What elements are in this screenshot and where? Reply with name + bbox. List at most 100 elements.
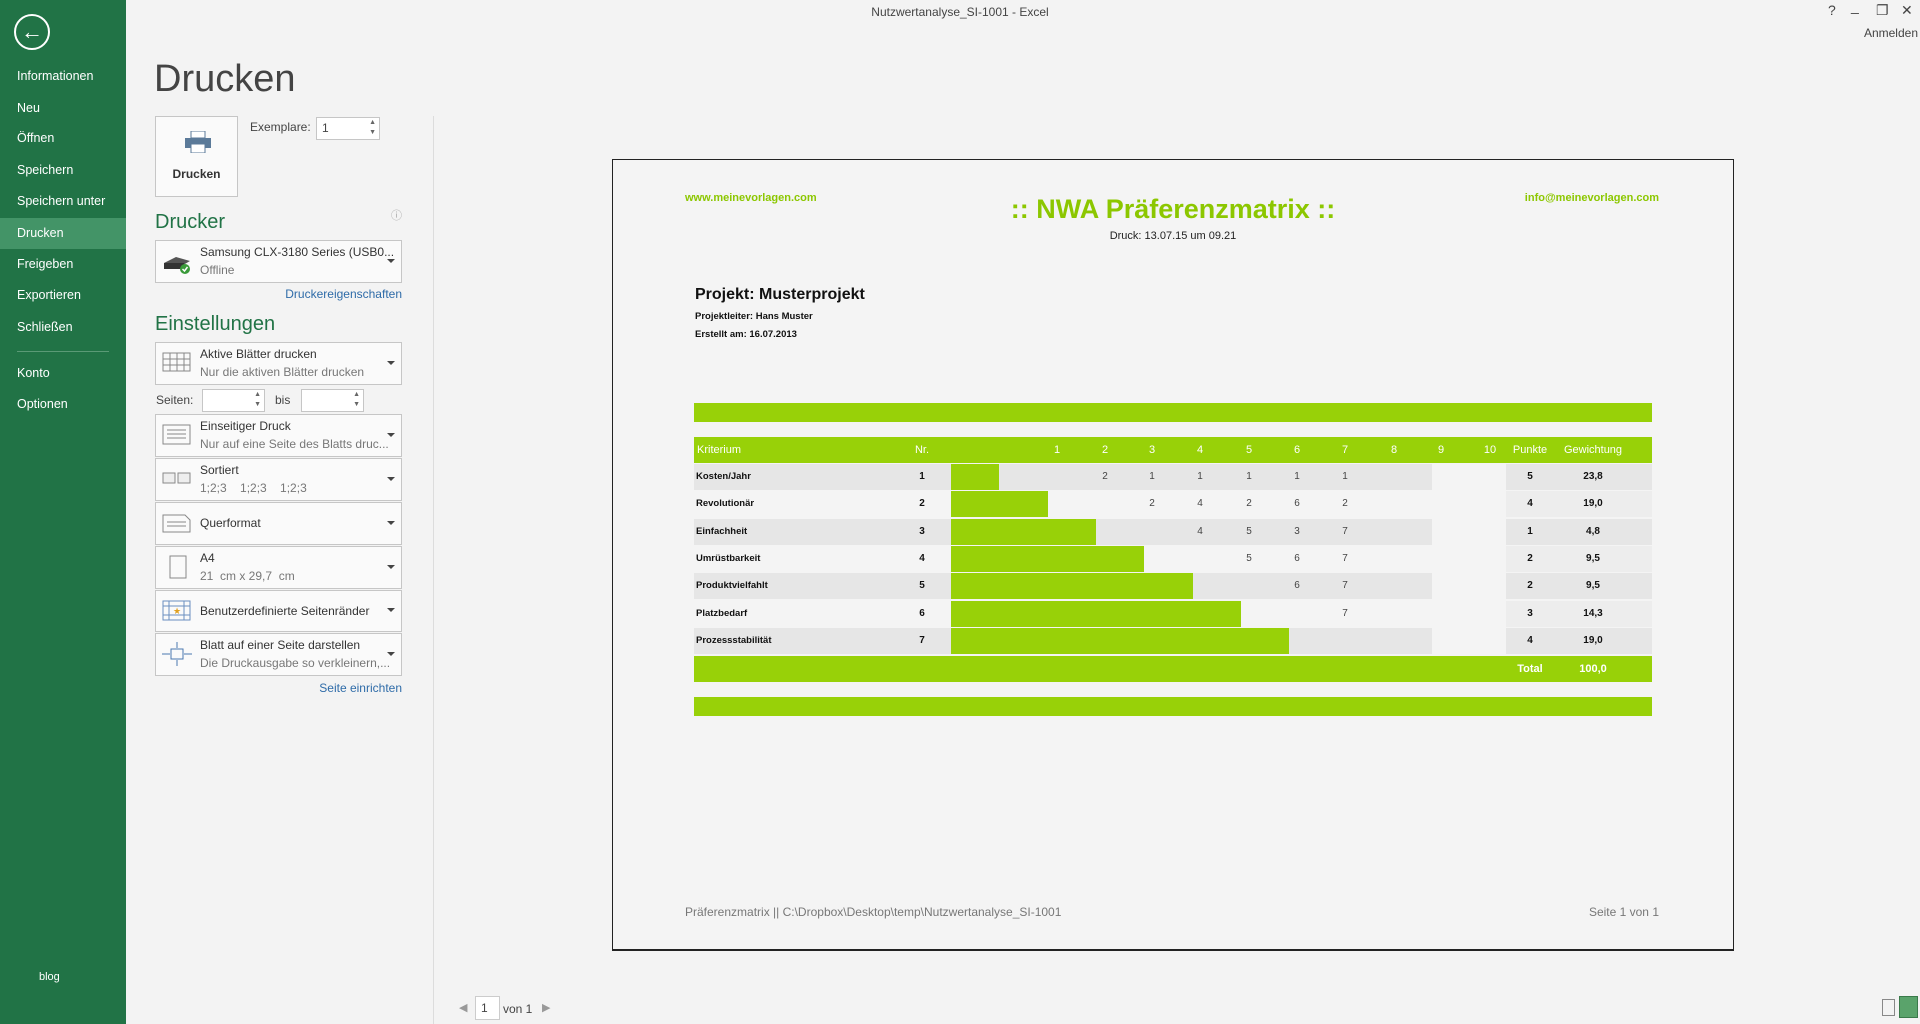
orientation-dropdown[interactable]: Querformat xyxy=(155,502,402,545)
project-lead: Projektleiter: Hans Muster xyxy=(695,311,813,322)
sidebar-item-speichern[interactable]: Speichern xyxy=(17,163,74,177)
setting-title: A4 xyxy=(200,551,215,565)
svg-text:★: ★ xyxy=(173,606,181,616)
page-count: von 1 xyxy=(503,1002,533,1016)
collate-dropdown[interactable]: Sortiert 1;2;3 1;2;3 1;2;3 xyxy=(155,458,402,501)
scaling-dropdown[interactable]: Blatt auf einer Seite darstellen Die Dru… xyxy=(155,633,402,676)
header-column-2: 2 xyxy=(1101,444,1109,456)
print-button[interactable]: Drucken xyxy=(155,116,238,197)
printer-device-icon xyxy=(164,257,190,274)
footer-left: Präferenzmatrix || C:\Dropbox\Desktop\te… xyxy=(685,905,1062,919)
paper-size-dropdown[interactable]: A4 21 cm x 29,7 cm xyxy=(155,546,402,589)
sidebar-item-schliessen[interactable]: Schließen xyxy=(17,320,73,334)
header-column-8: 8 xyxy=(1390,444,1398,456)
total-row: Total 100,0 xyxy=(694,656,1652,682)
collated-icon xyxy=(162,472,191,484)
setting-subtitle: 21 cm x 29,7 cm xyxy=(200,569,295,583)
zoom-to-page-button[interactable] xyxy=(1899,996,1918,1018)
settings-heading: Einstellungen xyxy=(155,313,276,335)
preference-bar xyxy=(951,627,1290,654)
comparison-cell: 6 xyxy=(1294,498,1300,510)
minimize-button[interactable]: _ xyxy=(1851,0,1859,14)
header-column-7: 7 xyxy=(1341,444,1349,456)
score-band xyxy=(1506,573,1652,600)
criterion-nr: 3 xyxy=(919,525,925,537)
score-band xyxy=(1506,545,1652,572)
pages-label: Seiten: xyxy=(156,393,194,407)
sign-in-link[interactable]: Anmelden xyxy=(1863,26,1918,40)
spin-arrows-icon[interactable]: ▲ ▼ xyxy=(254,391,261,408)
sidebar-item-informationen[interactable]: Informationen xyxy=(17,69,94,83)
criterion-label: Umrüstbarkeit xyxy=(696,552,761,564)
comparison-cell: 1 xyxy=(1342,471,1348,482)
arrow-left-icon: ← xyxy=(21,19,43,44)
created-date: Erstellt am: 16.07.2013 xyxy=(695,329,797,340)
header-column-1: 1 xyxy=(1053,444,1061,456)
paper-icon xyxy=(169,555,187,579)
sidebar-item-oeffnen[interactable]: Öffnen xyxy=(17,131,55,145)
back-button[interactable]: ← xyxy=(14,14,50,50)
pages-to-input[interactable]: ▲ ▼ xyxy=(301,389,364,412)
comparison-cell: 3 xyxy=(1294,525,1300,537)
setting-title: Aktive Blätter drucken xyxy=(200,347,317,361)
weight-value: 23,8 xyxy=(1583,471,1603,482)
weight-value: 4,8 xyxy=(1586,525,1600,537)
preference-bar xyxy=(951,491,1048,518)
header-column-6: 6 xyxy=(1293,444,1301,456)
sidebar-item-drucken[interactable]: Drucken xyxy=(0,218,126,249)
next-page-button[interactable]: ▶ xyxy=(542,1002,551,1014)
header-column-9: 9 xyxy=(1437,444,1445,456)
header-column-4: 4 xyxy=(1196,444,1204,456)
score-band xyxy=(1506,627,1652,654)
show-margins-button[interactable] xyxy=(1882,999,1895,1016)
score-band xyxy=(1506,464,1652,490)
table-row: Umrüstbarkeit 4 5 6 7 2 9,5 xyxy=(694,545,1652,572)
page-number-input[interactable]: 1 xyxy=(475,996,500,1020)
sidebar-item-optionen[interactable]: Optionen xyxy=(17,397,68,411)
page-setup-link[interactable]: Seite einrichten xyxy=(319,681,402,695)
info-icon[interactable]: ⓘ xyxy=(391,210,402,222)
criterion-nr: 1 xyxy=(919,471,925,482)
close-button[interactable]: ✕ xyxy=(1901,2,1913,18)
table-row: Einfachheit 3 4 5 3 7 1 4,8 xyxy=(694,518,1652,545)
criterion-label: Prozessstabilität xyxy=(696,634,772,646)
margins-dropdown[interactable]: ★ Benutzerdefinierte Seitenränder xyxy=(155,590,402,632)
printer-name: Samsung CLX-3180 Series (USB0... xyxy=(200,245,395,259)
chevron-down-icon xyxy=(387,360,395,365)
table-row: Kosten/Jahr 1 2 1 1 1 1 1 5 23,8 xyxy=(694,464,1652,490)
sidebar-blog[interactable]: blog xyxy=(39,971,60,983)
criterion-label: Produktvielfahlt xyxy=(696,580,768,592)
chevron-down-icon xyxy=(387,476,395,481)
sidebar-item-freigeben[interactable]: Freigeben xyxy=(17,257,74,271)
previous-page-button[interactable]: ◀ xyxy=(459,1002,468,1014)
restore-button[interactable]: ❐ xyxy=(1876,2,1889,18)
sheet-grid-icon xyxy=(162,352,191,372)
sidebar-item-neu[interactable]: Neu xyxy=(17,101,40,115)
copies-label: Exemplare: xyxy=(250,120,311,134)
header-points: Punkte xyxy=(1512,444,1548,456)
help-button[interactable]: ? xyxy=(1828,2,1836,18)
row-band xyxy=(694,464,1432,490)
sidebar-divider xyxy=(17,351,109,352)
print-what-dropdown[interactable]: Aktive Blätter drucken Nur die aktiven B… xyxy=(155,342,402,385)
setting-subtitle: 1;2;3 1;2;3 1;2;3 xyxy=(200,481,307,495)
spin-arrows-icon[interactable]: ▲ ▼ xyxy=(369,119,376,136)
preference-bar xyxy=(951,600,1241,627)
printer-dropdown[interactable]: Samsung CLX-3180 Series (USB0... Offline xyxy=(155,240,402,283)
pages-from-input[interactable]: ▲ ▼ xyxy=(202,389,265,412)
preference-bar xyxy=(951,545,1145,572)
project-name: Projekt: Musterprojekt xyxy=(695,286,865,303)
backstage-sidebar: ← Informationen Neu Öffnen Speichern Spe… xyxy=(0,0,126,1024)
weight-value: 19,0 xyxy=(1583,498,1603,510)
duplex-dropdown[interactable]: Einseitiger Druck Nur auf eine Seite des… xyxy=(155,414,402,457)
copies-input[interactable]: 1 ▲ ▼ xyxy=(316,117,380,140)
header-column-5: 5 xyxy=(1245,444,1253,456)
comparison-cell: 1 xyxy=(1246,471,1252,482)
criterion-label: Revolutionär xyxy=(696,498,755,510)
table-row: Produktvielfahlt 5 6 7 2 9,5 xyxy=(694,573,1652,600)
sidebar-item-konto[interactable]: Konto xyxy=(17,366,50,380)
spin-arrows-icon[interactable]: ▲ ▼ xyxy=(353,391,360,408)
sidebar-item-exportieren[interactable]: Exportieren xyxy=(17,288,81,302)
sidebar-item-speichern-unter[interactable]: Speichern unter xyxy=(17,194,106,208)
printer-properties-link[interactable]: Druckereigenschaften xyxy=(285,287,402,301)
